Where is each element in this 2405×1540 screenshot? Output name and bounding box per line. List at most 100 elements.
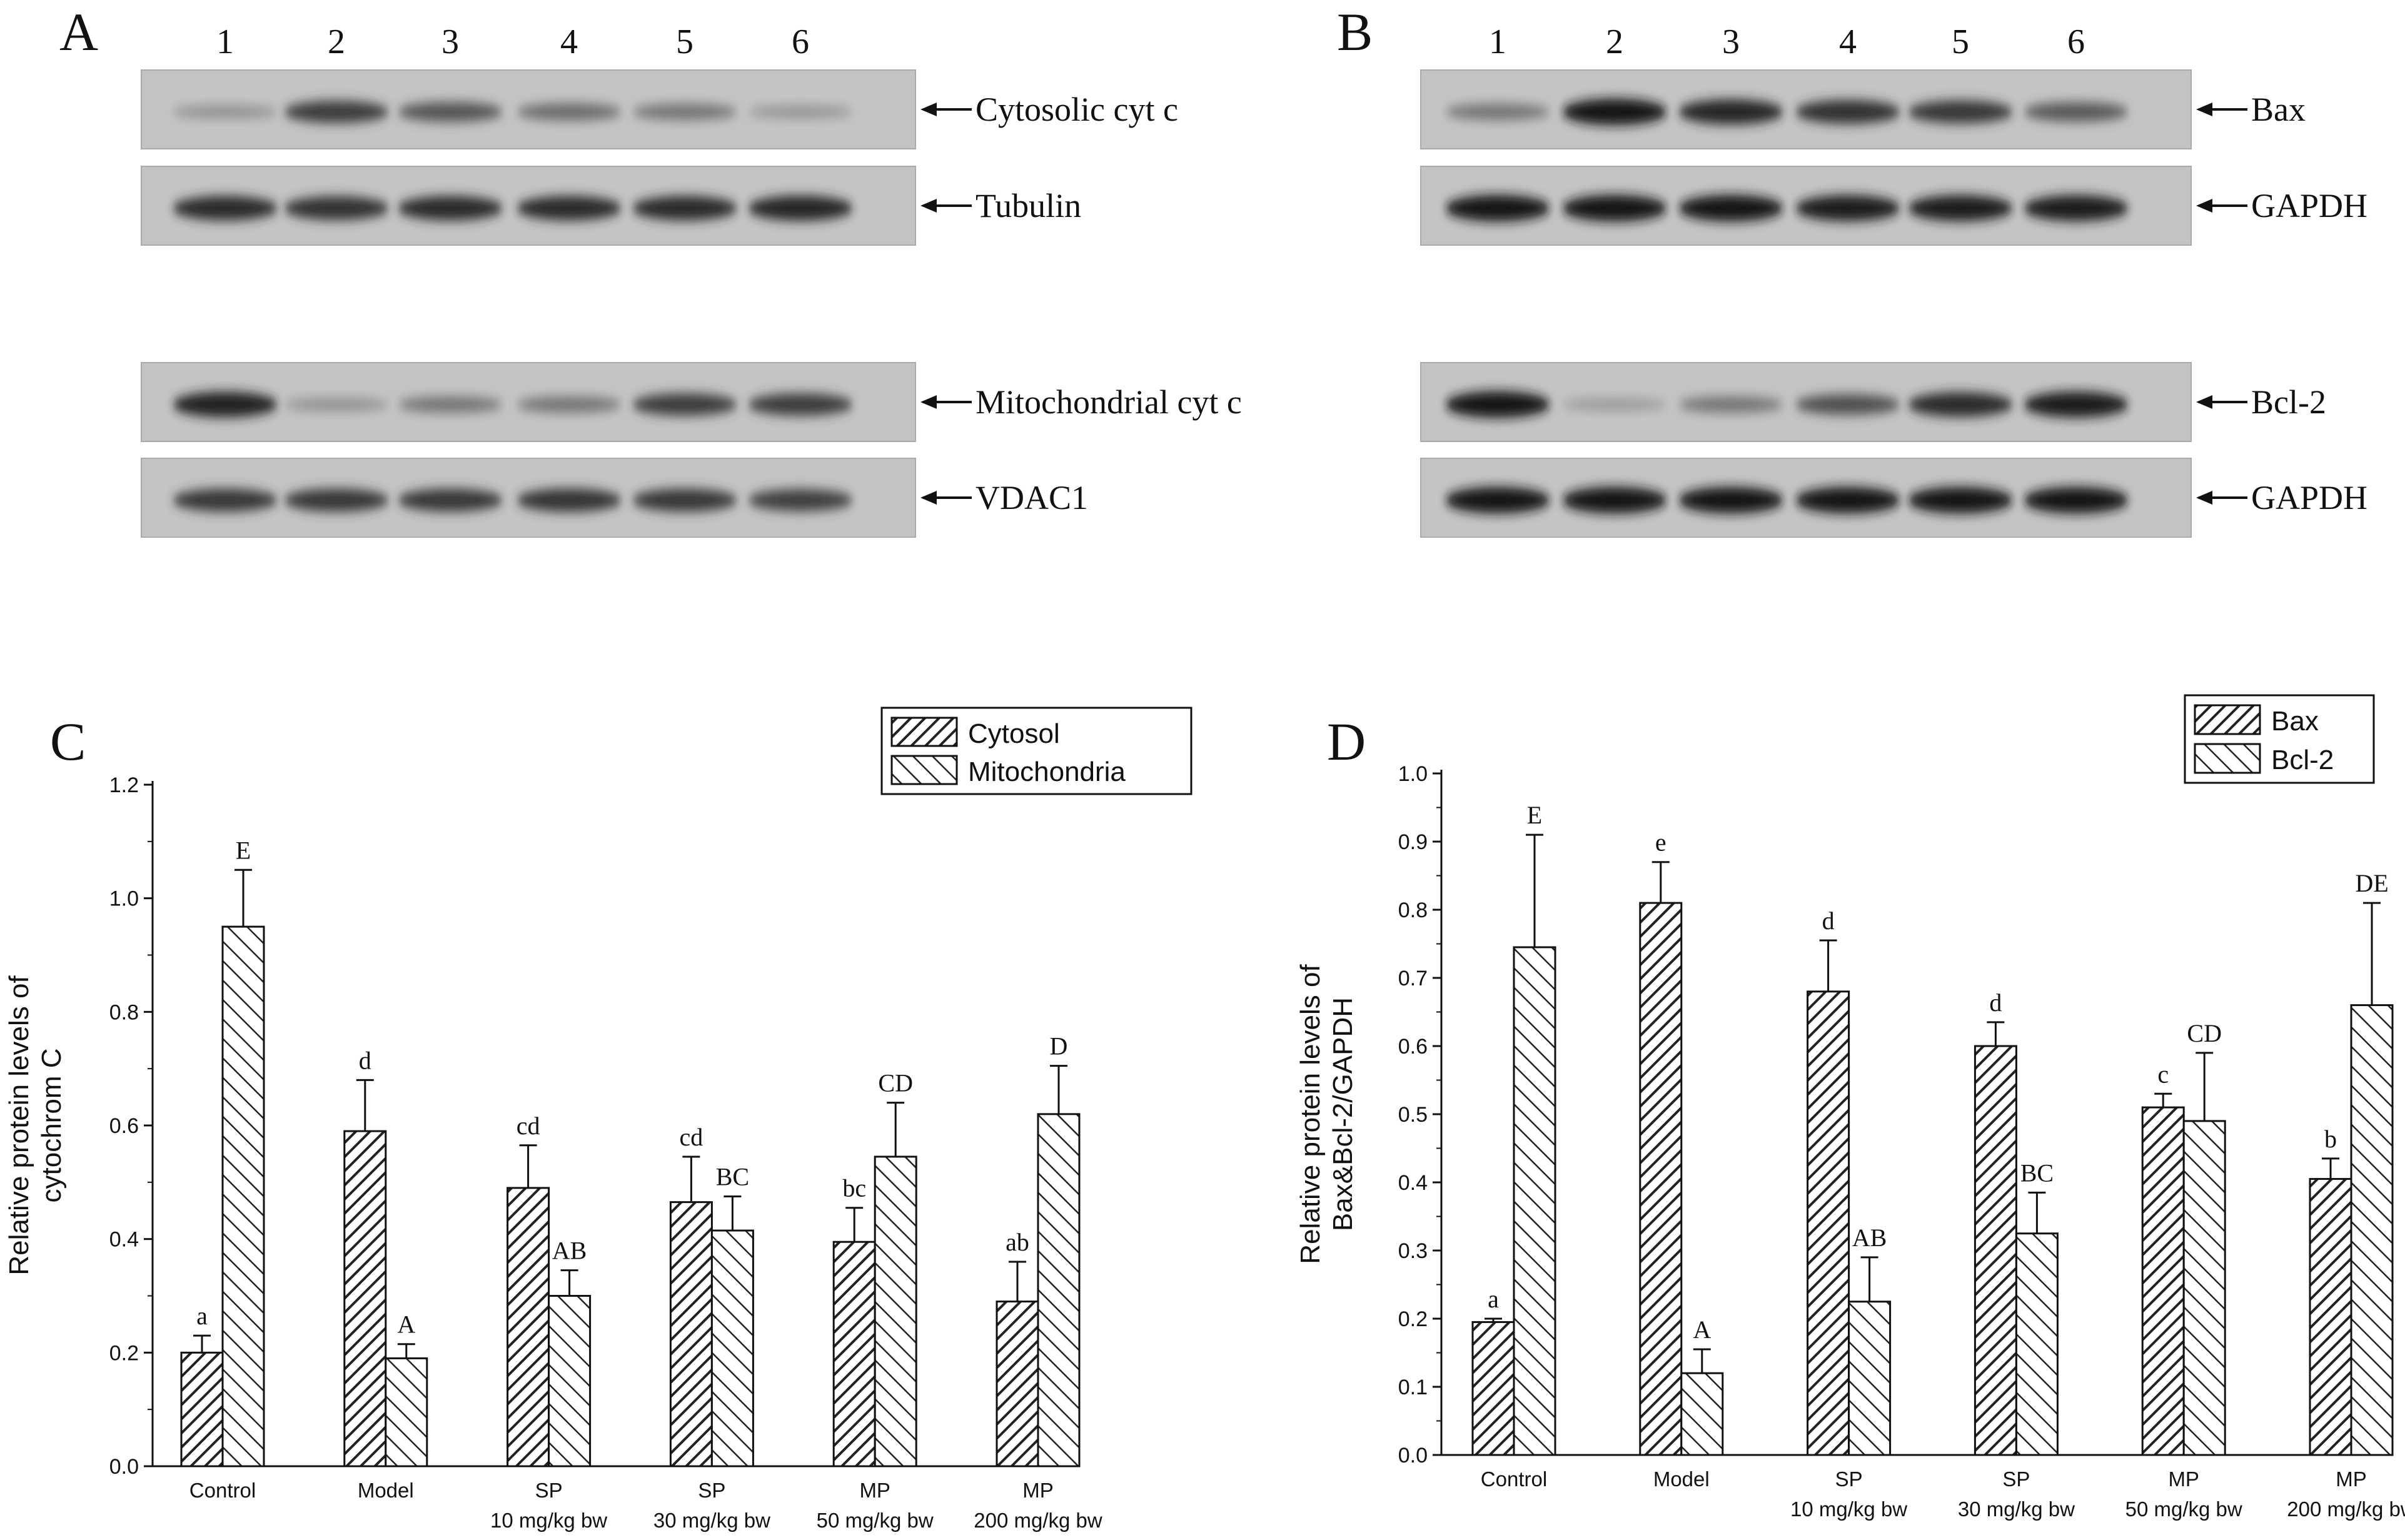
bar-bcl-2 <box>2015 1232 2059 1456</box>
protein-band <box>1562 398 1667 411</box>
protein-band <box>517 396 622 413</box>
protein-band <box>632 488 737 512</box>
significance-letter: ab <box>1006 1228 1029 1256</box>
protein-band <box>1678 486 1783 514</box>
significance-letter: d <box>359 1046 371 1074</box>
x-tick-label: SP <box>535 1479 563 1502</box>
legend-swatch <box>890 755 958 785</box>
lane-number: 1 <box>216 23 234 61</box>
protein-band <box>517 103 622 121</box>
y-tick-label: 0.4 <box>1398 1171 1428 1195</box>
x-tick-label: 50 mg/kg bw <box>2125 1497 2242 1521</box>
bar-bax <box>1974 1045 2017 1456</box>
bar-mitochondria <box>221 925 265 1467</box>
significance-letter: E <box>1527 801 1542 829</box>
y-tick-label: 0.7 <box>1398 967 1428 990</box>
protein-band <box>1678 99 1783 125</box>
y-tick-label: 1.2 <box>109 773 139 797</box>
bar-cytosol <box>343 1130 387 1467</box>
y-tick-label: 1.0 <box>109 887 139 911</box>
protein-band <box>1908 100 2013 124</box>
significance-letter: bc <box>842 1174 866 1202</box>
protein-band <box>284 398 389 411</box>
arrow-icon <box>920 199 937 213</box>
protein-band <box>173 196 278 221</box>
x-tick-label: SP <box>698 1479 725 1502</box>
bar-mitochondria <box>548 1295 592 1467</box>
y-tick-label: 0.8 <box>1398 898 1428 922</box>
blot-label: Cytosolic cyt c <box>976 91 1178 128</box>
significance-letter: DE <box>2355 869 2388 897</box>
x-tick-label: MP <box>1022 1479 1054 1502</box>
x-tick-label: 200 mg/kg bw <box>2287 1497 2405 1521</box>
bar-bcl-2 <box>1848 1301 1892 1456</box>
significance-letter: BC <box>2020 1159 2054 1187</box>
bar-mitochondria <box>1037 1113 1081 1467</box>
arrow-icon <box>920 103 937 116</box>
significance-letter: a <box>196 1302 208 1330</box>
significance-letter: AB <box>552 1237 587 1265</box>
significance-letter: b <box>2324 1125 2337 1153</box>
x-tick-label: 50 mg/kg bw <box>817 1509 934 1532</box>
protein-band <box>517 488 622 512</box>
y-tick-label: 0.4 <box>109 1228 139 1252</box>
arrow-icon <box>2196 199 2212 213</box>
bar-bax <box>1471 1321 1515 1456</box>
protein-band <box>517 196 622 221</box>
protein-band <box>173 105 278 119</box>
lane-number: 2 <box>1606 23 1623 61</box>
significance-letter: cd <box>517 1112 540 1140</box>
significance-letter: d <box>1822 907 1835 935</box>
y-tick-label: 0.6 <box>1398 1035 1428 1059</box>
legend-swatch <box>890 717 958 747</box>
bar-cytosol <box>832 1241 876 1467</box>
lane-number: 3 <box>441 23 459 61</box>
lane-number: 1 <box>1489 23 1506 61</box>
bar-bax <box>1807 990 1850 1456</box>
protein-band <box>398 488 503 512</box>
significance-letter: AB <box>1852 1224 1887 1252</box>
arrow-icon <box>920 395 937 409</box>
significance-letter: d <box>1989 989 2002 1017</box>
protein-band <box>284 196 389 221</box>
protein-band <box>1678 396 1783 413</box>
protein-band <box>1445 103 1550 121</box>
protein-band <box>632 393 737 416</box>
y-tick-label: 0.2 <box>109 1341 139 1365</box>
lane-number: 3 <box>1722 23 1740 61</box>
protein-band <box>173 391 278 418</box>
arrow-icon <box>2196 491 2212 505</box>
panel-letter: B <box>1337 2 1373 62</box>
protein-band <box>632 103 737 121</box>
legend-label: Mitochondria <box>968 757 1126 787</box>
x-tick-label: 10 mg/kg bw <box>1790 1497 1907 1521</box>
legend-swatch <box>2194 704 2261 735</box>
lane-number: 4 <box>1839 23 1857 61</box>
protein-band <box>1908 195 2013 221</box>
y-tick-label: 1.0 <box>1398 762 1428 786</box>
protein-band <box>398 196 503 221</box>
significance-letter: A <box>1693 1316 1711 1344</box>
protein-band <box>1562 194 1667 222</box>
blot-label: Tubulin <box>976 187 1081 224</box>
significance-letter: CD <box>2187 1019 2222 1047</box>
protein-band <box>748 105 853 119</box>
significance-letter: CD <box>878 1069 913 1097</box>
y-tick-label: 0.2 <box>1398 1307 1428 1331</box>
y-axis-label: Relative protein levels of <box>1295 964 1326 1264</box>
bar-bax <box>2141 1106 2185 1456</box>
protein-band <box>1678 194 1783 222</box>
protein-band <box>173 488 278 512</box>
bar-bax <box>2309 1178 2352 1456</box>
y-tick-label: 0.8 <box>109 1000 139 1024</box>
protein-band <box>2024 102 2129 122</box>
x-tick-label: 200 mg/kg bw <box>974 1509 1102 1532</box>
bar-chart-c: C 0.0 0.2 0.4 0.6 0.8 1.0 1.2 Relative protein l… <box>4 707 1192 1532</box>
x-tick-label: Model <box>358 1479 414 1502</box>
protein-band <box>1908 392 2013 417</box>
bar-bcl-2 <box>1513 946 1556 1456</box>
bar-bcl-2 <box>1680 1372 1724 1456</box>
legend-label: Bax <box>2271 706 2319 737</box>
protein-band <box>284 488 389 512</box>
